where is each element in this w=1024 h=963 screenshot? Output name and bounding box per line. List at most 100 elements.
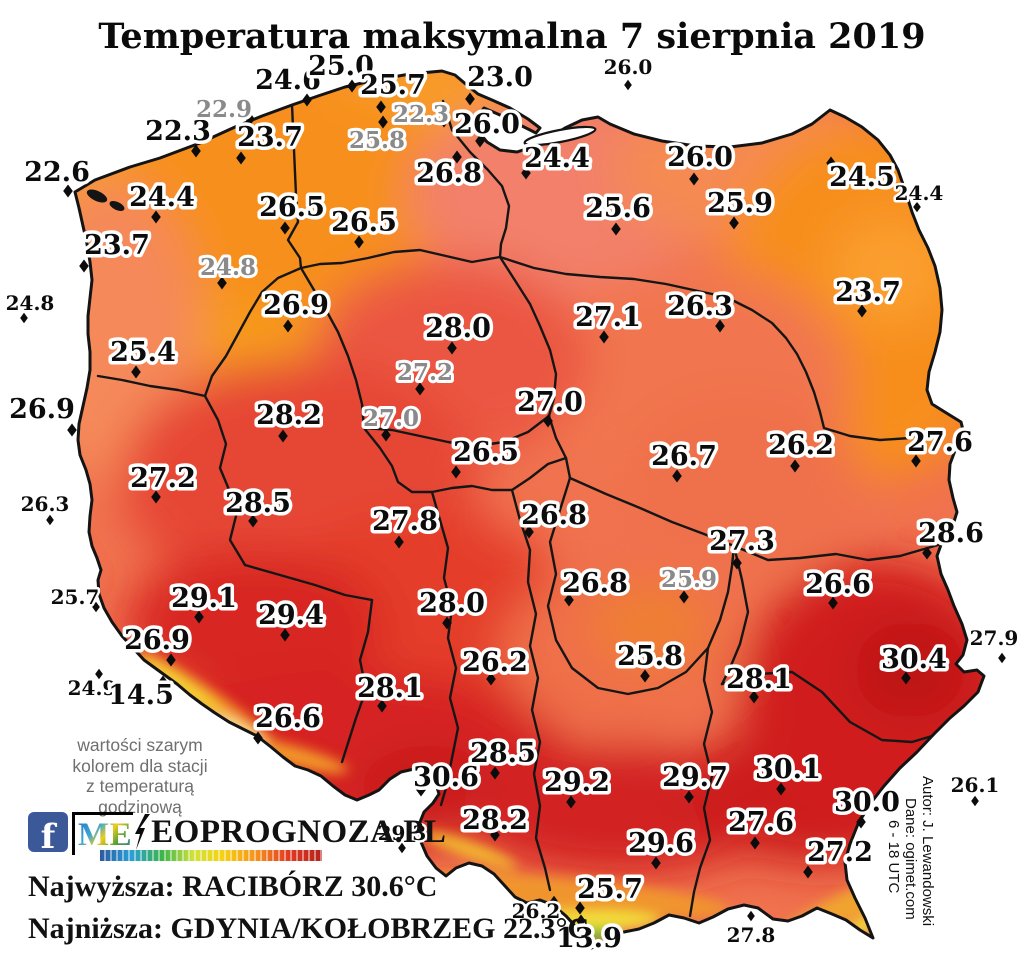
station-marker	[280, 221, 290, 235]
station-label: 25.9	[661, 566, 717, 593]
station-label: 23.7	[237, 122, 303, 153]
station-marker	[452, 150, 462, 164]
station-marker	[376, 100, 386, 114]
note-line: kolorem dla stacji	[72, 755, 208, 776]
station-marker	[158, 675, 168, 689]
station-label: 27.6	[907, 427, 973, 458]
station-marker	[278, 429, 288, 443]
station-label: 22.3	[145, 116, 211, 147]
station-label: 26.5	[331, 207, 397, 238]
rainbow-pixel-strip	[100, 850, 322, 861]
station-label: 26.2	[462, 647, 528, 678]
station-marker	[166, 653, 176, 667]
station-label: 28.5	[470, 738, 536, 769]
gray-values-note: wartości szarym kolorem dla stacji z tem…	[38, 735, 242, 817]
station-marker	[465, 92, 475, 106]
station-label: 29.2	[544, 767, 610, 798]
station-marker	[217, 276, 227, 290]
station-marker	[624, 79, 632, 91]
stats-block: Najwyższa: RACIBÓRZ 30.6°C Najniższa: GD…	[28, 866, 589, 950]
station-label: 27.6	[728, 807, 794, 838]
station-label: 23.7	[84, 230, 150, 261]
station-label: 26.6	[805, 569, 871, 600]
station-label: 24.6	[255, 65, 321, 96]
station-label: 22.9	[196, 96, 252, 123]
station-marker	[475, 134, 485, 148]
station-marker	[151, 490, 161, 504]
meteoprognoza-logo[interactable]: f ME EOPROGNOZA.PL	[28, 812, 446, 864]
station-marker	[354, 235, 364, 249]
station-label: 26.7	[651, 441, 717, 472]
station-label: 29.1	[171, 583, 237, 614]
station-label: 28.0	[419, 588, 485, 619]
station-label: 27.3	[709, 526, 775, 557]
station-label: 27.0	[363, 405, 419, 432]
station-marker	[415, 382, 425, 396]
station-marker	[398, 842, 406, 854]
station-label: 25.4	[110, 337, 176, 368]
station-label: 26.8	[562, 568, 628, 599]
station-label: 22.3	[393, 101, 449, 128]
station-marker	[347, 79, 357, 93]
station-marker	[913, 201, 921, 213]
station-label: 26.5	[453, 437, 519, 468]
station-marker	[747, 910, 755, 922]
station-label: 25.6	[585, 193, 651, 224]
station-label: 30.1	[755, 754, 821, 785]
station-label: 27.0	[517, 387, 583, 418]
logo-me-letters: ME	[72, 812, 134, 855]
station-label: 27.8	[372, 506, 438, 537]
station-label: 28.5	[225, 488, 291, 519]
station-label: 22.6	[24, 157, 90, 188]
station-marker	[971, 795, 979, 807]
note-line: wartości szarym	[77, 735, 203, 755]
station-label: 23.0	[467, 62, 533, 93]
logo-rest-letters: EOPROGNOZA.PL	[151, 814, 447, 850]
logo-wordmark[interactable]: ME EOPROGNOZA.PL	[72, 812, 446, 855]
station-label: 25.9	[707, 188, 773, 219]
station-marker	[248, 514, 258, 528]
station-marker	[378, 115, 388, 129]
station-marker	[550, 895, 558, 907]
credits-vertical: Autor: J. Lewandowski Dane: ogimet.com 6…	[885, 776, 936, 956]
station-label: 25.7	[51, 585, 100, 609]
station-marker	[302, 93, 312, 107]
station-marker	[253, 731, 263, 745]
szczecin-islets	[86, 189, 125, 211]
station-marker	[151, 210, 161, 224]
facebook-icon[interactable]: f	[28, 812, 68, 854]
station-label: 28.1	[726, 664, 792, 695]
station-label: 24.4	[524, 143, 590, 174]
station-marker	[20, 312, 28, 324]
station-label: 28.1	[357, 673, 423, 704]
station-label: 26.8	[416, 158, 482, 189]
station-marker	[191, 144, 201, 158]
credit-author: Autor: J. Lewandowski	[919, 776, 936, 927]
station-marker	[236, 151, 246, 165]
station-label: 27.2	[807, 837, 873, 868]
station-label: 30.4	[881, 644, 947, 675]
station-marker	[486, 672, 496, 686]
station-label: 13.9	[556, 923, 622, 954]
station-label: 29.7	[662, 762, 728, 793]
station-label: 24.4	[129, 182, 195, 213]
station-label: 24.5	[829, 162, 895, 193]
station-label: 29.3	[378, 821, 427, 845]
station-marker	[394, 535, 404, 549]
station-marker	[280, 628, 290, 642]
station-label: 24.4	[895, 181, 944, 205]
station-marker	[439, 114, 449, 128]
station-label: 26.8	[521, 500, 587, 531]
station-label: 29.4	[258, 600, 324, 631]
station-label: 26.0	[454, 109, 520, 140]
credit-source: Dane: ogimet.com	[902, 798, 919, 920]
station-label: 27.2	[130, 463, 196, 494]
station-label: 26.9	[263, 290, 329, 321]
station-label: 25.7	[577, 874, 643, 905]
station-label: 23.7	[835, 277, 901, 308]
station-label: 25.0	[308, 51, 374, 82]
vistula-lagoon	[523, 125, 597, 147]
station-label: 14.5	[108, 680, 174, 711]
note-line: z temperaturą	[86, 776, 194, 796]
